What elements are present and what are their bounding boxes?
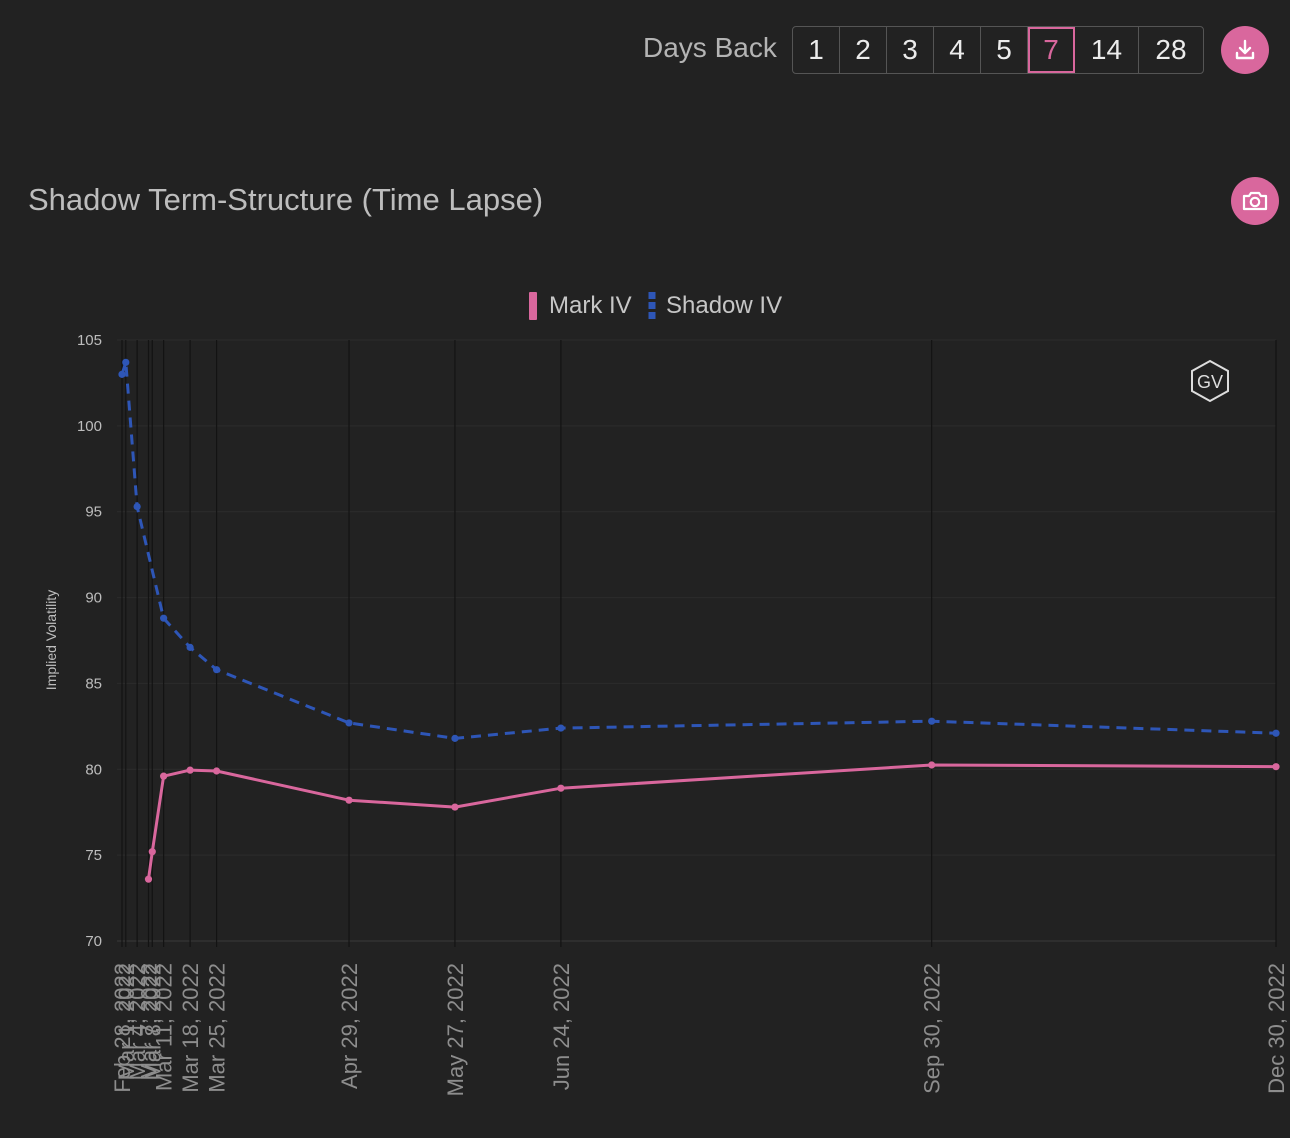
mark-iv-point[interactable] (148, 848, 156, 856)
chart-series (118, 358, 1280, 883)
camera-icon (1242, 191, 1268, 211)
shadow-iv-point[interactable] (133, 502, 141, 511)
x-tick-label: Mar 8, 2022 (140, 963, 165, 1080)
y-axis-ticks: 70 75 80 85 90 95 100 105 (77, 332, 102, 950)
download-button[interactable] (1221, 26, 1269, 74)
shadow-iv-point[interactable] (212, 666, 221, 674)
days-back-option-7[interactable]: 7 (1028, 27, 1075, 73)
days-back-label: Days Back (643, 32, 777, 63)
shadow-iv-point[interactable] (557, 724, 565, 732)
x-tick-label: Jun 24, 2022 (549, 963, 574, 1090)
x-tick-label: May 27, 2022 (443, 963, 468, 1096)
shadow-iv-point[interactable] (122, 358, 130, 366)
mark-iv-point[interactable] (928, 761, 936, 769)
mark-iv-line (147, 763, 1277, 880)
mark-iv-point[interactable] (1272, 763, 1280, 771)
mark-iv-point[interactable] (212, 767, 221, 775)
days-back-option-14[interactable]: 14 (1075, 27, 1139, 73)
shadow-iv-point[interactable] (928, 717, 936, 725)
y-tick-label: 100 (77, 418, 102, 435)
mark-iv-point[interactable] (345, 796, 353, 804)
x-tick-label: Mar 1, 2022 (114, 963, 139, 1080)
y-tick-label: 70 (85, 933, 102, 950)
chart-title: Shadow Term-Structure (Time Lapse) (28, 182, 544, 217)
mark-iv-point[interactable] (451, 803, 459, 811)
x-tick-label: Dec 30, 2022 (1264, 963, 1289, 1094)
chart-grid (117, 339, 1277, 947)
shadow-iv-point[interactable] (1272, 729, 1280, 737)
y-tick-label: 80 (85, 761, 102, 778)
mark-iv-point[interactable] (144, 875, 153, 883)
chart-legend: Mark IV Shadow IV (0, 292, 1290, 326)
shadow-iv-point[interactable] (345, 719, 353, 727)
mark-iv-swatch (529, 292, 537, 320)
watermark-logo: GV (1191, 359, 1229, 403)
y-axis-label: Implied Volatility (43, 590, 59, 690)
watermark-text: GV (1197, 372, 1223, 392)
mark-iv-point[interactable] (186, 766, 194, 774)
y-tick-label: 75 (85, 847, 102, 864)
shadow-iv-point[interactable] (451, 734, 459, 742)
x-tick-label: Mar 18, 2022 (178, 963, 203, 1093)
legend-item-shadow-iv[interactable]: Shadow IV (648, 292, 782, 320)
days-back-option-5[interactable]: 5 (981, 27, 1028, 73)
screenshot-button[interactable] (1231, 177, 1279, 225)
x-tick-label: Mar 4, 2022 (125, 963, 150, 1080)
x-tick-label: Mar 7, 2022 (136, 963, 161, 1080)
days-back-selector: 1 2 3 4 5 7 14 28 (792, 26, 1204, 74)
shadow-iv-line (120, 360, 1277, 740)
x-tick-label: Sep 30, 2022 (920, 963, 945, 1094)
days-back-option-4[interactable]: 4 (934, 27, 981, 73)
y-tick-label: 105 (77, 332, 102, 349)
legend-label-shadow-iv: Shadow IV (666, 292, 783, 319)
y-tick-label: 85 (85, 675, 102, 692)
y-tick-label: 90 (85, 590, 102, 607)
days-back-toolbar: Days Back 1 2 3 4 5 7 14 28 (0, 26, 1290, 74)
x-tick-label: Apr 29, 2022 (337, 963, 362, 1089)
y-tick-label: 95 (85, 504, 102, 521)
legend-item-mark-iv[interactable]: Mark IV (529, 292, 632, 320)
download-icon (1235, 39, 1255, 60)
x-tick-label: Mar 11, 2022 (152, 963, 177, 1091)
x-tick-label: Feb 28, 2022 (110, 963, 135, 1093)
shadow-iv-point[interactable] (186, 643, 194, 651)
days-back-option-28[interactable]: 28 (1155, 34, 1187, 65)
days-back-option-2[interactable]: 2 (840, 27, 887, 73)
legend-label-mark-iv: Mark IV (549, 292, 632, 319)
mark-iv-point[interactable] (557, 784, 565, 792)
days-back-option-3[interactable]: 3 (887, 27, 934, 73)
x-tick-label: Mar 25, 2022 (205, 963, 230, 1093)
shadow-iv-point[interactable] (118, 370, 126, 378)
shadow-iv-swatch (648, 292, 656, 320)
shadow-iv-point[interactable] (160, 614, 168, 622)
days-back-option-1[interactable]: 1 (793, 27, 840, 73)
mark-iv-point[interactable] (160, 772, 168, 780)
